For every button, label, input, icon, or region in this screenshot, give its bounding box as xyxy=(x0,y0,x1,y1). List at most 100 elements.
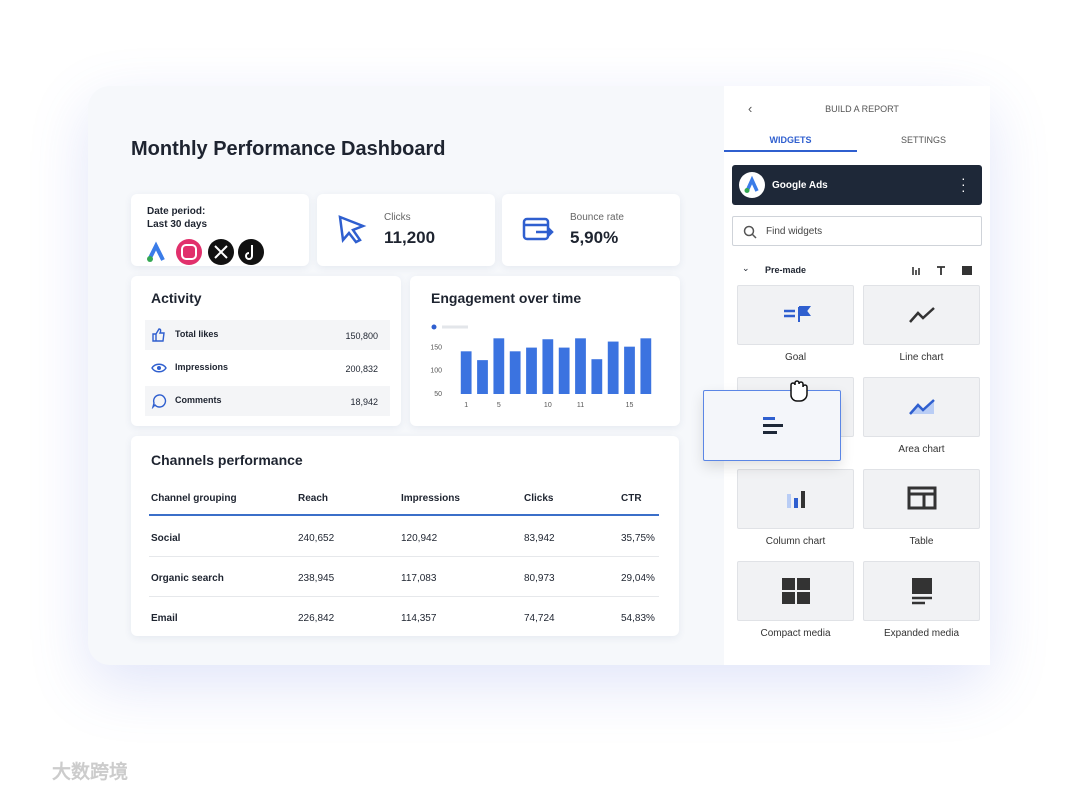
activity-row: Comments 18,942 xyxy=(145,386,390,416)
tab[interactable]: WIDGETS xyxy=(769,135,812,145)
y-tick-label: 50 xyxy=(434,391,442,398)
table-cell: 29,04% xyxy=(621,573,655,584)
column-header: Impressions xyxy=(401,493,460,504)
kpi-label: Clicks xyxy=(384,212,411,223)
y-tick-label: 150 xyxy=(430,344,442,351)
bar-icon xyxy=(763,417,783,434)
grab-cursor xyxy=(790,380,808,402)
widget-icon xyxy=(782,578,810,604)
widget-label: Line chart xyxy=(899,352,944,363)
activity-value: 18,942 xyxy=(350,397,378,407)
bar xyxy=(477,360,488,394)
channels-card: Channels performance Channel grouping Rea… xyxy=(131,436,679,636)
column-header: Reach xyxy=(298,493,329,504)
table-cell: 80,973 xyxy=(524,573,555,584)
bar xyxy=(526,347,537,394)
column-header: Clicks xyxy=(524,493,554,504)
table-cell: 120,942 xyxy=(401,533,438,544)
activity-label: Comments xyxy=(175,395,222,405)
row-rule xyxy=(149,596,659,597)
widget-label: Table xyxy=(909,536,934,547)
tab-indicator xyxy=(724,150,857,152)
kpi-value: 11,200 xyxy=(384,228,436,247)
kpi-label: Bounce rate xyxy=(570,212,624,223)
date-value: Last 30 days xyxy=(147,219,208,230)
search-box[interactable]: Find widgets xyxy=(732,216,982,246)
bounce-icon xyxy=(522,217,554,241)
activity-icon xyxy=(151,363,167,373)
table-cell: 114,357 xyxy=(401,613,437,624)
kpi-card: Clicks 11,200 xyxy=(317,194,495,266)
activity-icon xyxy=(151,394,167,409)
menu-button[interactable]: · · · xyxy=(961,170,966,198)
x-tick-label: 15 xyxy=(626,402,634,409)
widget-icon xyxy=(912,578,932,605)
date-label: Date period: xyxy=(147,206,206,217)
search-icon xyxy=(743,225,757,239)
bar xyxy=(542,339,554,394)
table-cell: Organic search xyxy=(151,573,224,584)
bar xyxy=(460,351,472,394)
x-tick-label: 1 xyxy=(464,402,468,409)
chart-title: Engagement over time xyxy=(431,290,582,306)
column-header: CTR xyxy=(621,493,642,504)
source-logo xyxy=(739,172,765,198)
bar xyxy=(640,338,652,394)
widget-label: Goal xyxy=(784,352,807,363)
widget-label: Area chart xyxy=(898,444,945,455)
widget-icon xyxy=(787,491,805,508)
activity-label: Total likes xyxy=(175,329,219,339)
date-card: Date period: Last 30 days xyxy=(131,194,309,266)
activity-value: 200,832 xyxy=(345,364,378,374)
bar xyxy=(558,347,570,394)
widget-label: Column chart xyxy=(765,536,826,547)
widget-tile[interactable] xyxy=(863,561,980,621)
row-rule xyxy=(149,556,659,557)
table-cell: 238,945 xyxy=(298,573,335,584)
table-cell: 83,942 xyxy=(524,533,555,544)
widget-icon xyxy=(909,399,935,415)
source-icons xyxy=(147,239,264,265)
x-tick-label: 10 xyxy=(544,402,552,409)
widget-tile[interactable] xyxy=(737,285,854,345)
source-selector[interactable]: Google Ads · · · xyxy=(732,165,982,205)
table-cell: 240,652 xyxy=(298,533,335,544)
back-button[interactable]: ‹ xyxy=(748,101,753,116)
column-header: Channel grouping xyxy=(151,493,237,504)
widget-label: Compact media xyxy=(760,628,831,639)
x-tick-label: 11 xyxy=(577,402,584,409)
dashboard-title: Monthly Performance Dashboard xyxy=(131,138,446,160)
table-cell: Email xyxy=(151,613,178,624)
section-title: Pre-made xyxy=(765,265,807,275)
chevron[interactable]: ⌄ xyxy=(742,263,750,273)
activity-row: Total likes 150,800 xyxy=(145,320,390,350)
y-tick-label: 100 xyxy=(430,368,442,375)
widget-tile[interactable] xyxy=(863,285,980,345)
widget-icon xyxy=(784,306,811,322)
table-cell: Social xyxy=(151,533,181,544)
activity-label: Impressions xyxy=(175,362,229,372)
chart-card: Engagement over time 50 100 150 1 5 10 11 15 xyxy=(410,276,680,426)
activity-row: Impressions 200,832 xyxy=(145,353,390,383)
channels-title: Channels performance xyxy=(151,452,303,468)
header-rule xyxy=(149,514,659,516)
bar xyxy=(575,338,586,394)
dragged-widget[interactable] xyxy=(703,390,841,461)
table-cell: 35,75% xyxy=(621,533,655,544)
tab[interactable]: SETTINGS xyxy=(900,135,946,145)
cursor-icon xyxy=(338,215,367,244)
filter-icons xyxy=(912,266,972,275)
widget-tile[interactable] xyxy=(863,469,980,529)
bar xyxy=(493,338,505,394)
activity-title: Activity xyxy=(151,290,202,306)
widget-icon xyxy=(907,486,937,510)
bar xyxy=(624,346,635,394)
widget-tile[interactable] xyxy=(737,469,854,529)
bar xyxy=(591,359,603,394)
watermark: 大数跨境 xyxy=(52,762,129,783)
search-placeholder: Find widgets xyxy=(766,226,823,237)
widget-tile[interactable] xyxy=(737,561,854,621)
widget-tile[interactable] xyxy=(863,377,980,437)
